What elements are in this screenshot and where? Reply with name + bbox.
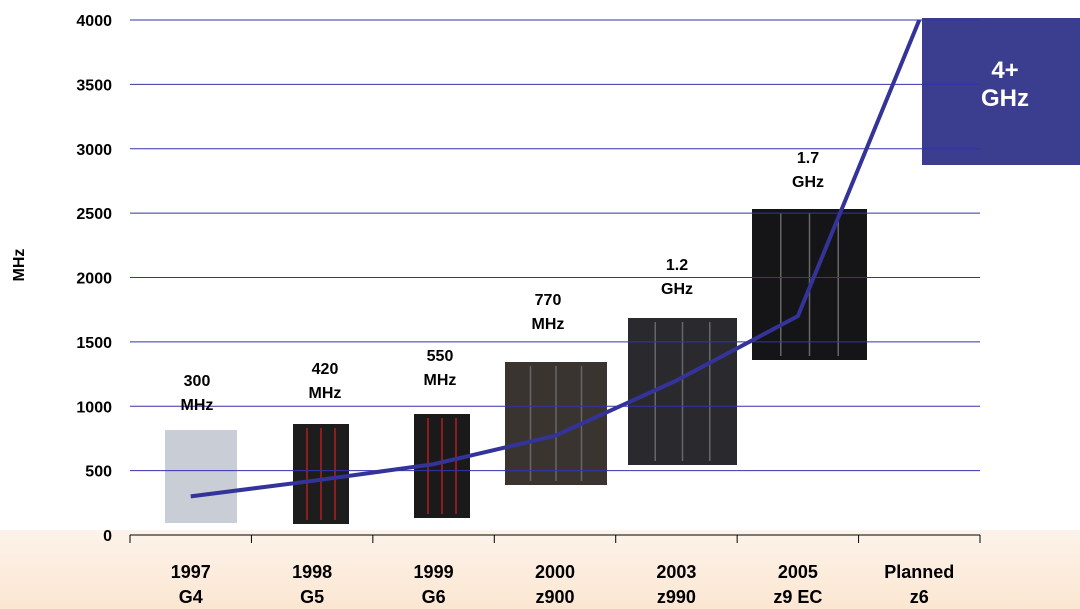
value-label: 1.2 GHz (661, 257, 693, 298)
value-label: 300 MHz (181, 373, 214, 414)
x-tick-label: 1997 G4 (171, 562, 211, 607)
x-tick-label: 2000 z900 (535, 562, 575, 607)
y-tick-label: 4000 (76, 13, 112, 30)
y-axis-label: MHz (11, 249, 28, 282)
value-label: 420 MHz (309, 361, 342, 402)
x-tick-label: 1998 G5 (292, 562, 332, 607)
value-label: 770 MHz (532, 292, 565, 333)
x-tick-label: 2003 z990 (656, 562, 696, 607)
value-label: 550 MHz (424, 348, 457, 389)
y-tick-label: 2000 (76, 271, 112, 288)
value-label: 4+ GHz (981, 57, 1029, 112)
y-tick-label: 0 (103, 528, 112, 545)
y-tick-label: 1000 (76, 399, 112, 416)
y-tick-label: 1500 (76, 335, 112, 352)
y-tick-label: 2500 (76, 206, 112, 223)
series-line (190, 19, 922, 499)
value-label: 1.7 GHz (792, 150, 824, 191)
y-tick-label: 3500 (76, 77, 112, 94)
machine-picture (922, 18, 1080, 165)
y-tick-label: 3000 (76, 142, 112, 159)
x-tick-label: 2005 z9 EC (773, 562, 822, 607)
footer-band (0, 530, 1080, 609)
x-tick-label: Planned z6 (884, 562, 954, 607)
x-tick-label: 1999 G6 (414, 562, 454, 607)
machine-picture (165, 430, 237, 523)
y-tick-label: 500 (85, 464, 112, 481)
